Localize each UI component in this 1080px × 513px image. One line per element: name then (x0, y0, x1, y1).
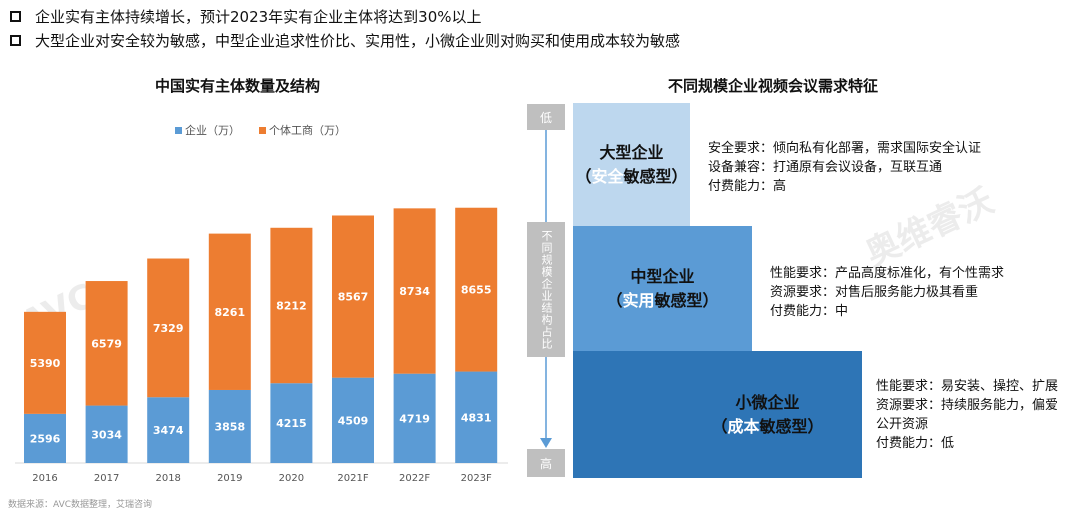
bar-segment (393, 208, 436, 374)
legend-label: 个体工商（万） (269, 123, 346, 137)
right-title: 不同规模企业视频会议需求特征 (668, 77, 879, 95)
x-tick-label: 2016 (32, 473, 57, 484)
data-label: 7329 (153, 322, 184, 335)
tier-name: 小微企业 (735, 392, 800, 412)
bar-segment (270, 227, 313, 384)
data-label: 4831 (461, 411, 492, 424)
tier-type: （实用敏感型） (606, 290, 719, 310)
bar-segment (147, 397, 190, 463)
bullet-2: 大型企业对安全较为敏感，中型企业追求性价比、实用性，小微企业则对购买和使用成本较… (10, 30, 680, 51)
axis-label: 不同规模企业结构占比 (527, 222, 565, 357)
x-tick-label: 2020 (279, 473, 304, 484)
x-tick-label: 2018 (155, 473, 180, 484)
legend-swatch (259, 127, 266, 134)
data-label: 2596 (30, 432, 61, 445)
axis-label-text: 不同规模企业结构占比 (540, 229, 553, 350)
data-label: 4509 (338, 414, 369, 427)
data-label: 6579 (91, 337, 122, 350)
bar-segment (208, 389, 251, 463)
data-label: 3034 (91, 428, 122, 441)
tier-name: 中型企业 (630, 266, 695, 286)
legend-swatch (175, 127, 182, 134)
x-tick-label: 2017 (94, 473, 119, 484)
data-label: 8212 (276, 299, 307, 312)
data-label: 8734 (399, 285, 430, 298)
chart-title: 中国实有主体数量及结构 (155, 77, 321, 95)
data-label: 3858 (214, 420, 245, 433)
bar-segment (85, 281, 128, 406)
low-label: 低 (527, 104, 565, 130)
arrow-down-icon (540, 438, 552, 448)
bar-segment (24, 311, 66, 414)
bar-segment (208, 233, 251, 390)
bar-chart: 企业（万） 个体工商（万） 2596 5390 2016 3034 6579 2017 3474… (15, 123, 508, 484)
tier-large-desc: 安全要求：倾向私有化部署，需求国际安全认证 设备兼容：打通原有会议设备，互联互通付… (708, 141, 982, 194)
x-tick-label: 2023F (461, 473, 492, 484)
bullet-text: 企业实有主体持续增长，预计2023年实有企业主体将达到30%以上 (35, 8, 482, 26)
bar-segment (24, 413, 66, 463)
x-tick-label: 2021F (337, 473, 368, 484)
tier-medium: 中型企业 （实用敏感型） (573, 226, 752, 351)
data-label: 5390 (30, 357, 61, 370)
bar-segment (332, 377, 374, 463)
bar-segment (147, 258, 190, 398)
square-bullet-icon (10, 11, 21, 22)
tier-small-desc: 性能要求：易安装、操控、扩展 资源要求：持续服务能力，偏爱 公开资源 付费能力：低 (876, 379, 1059, 451)
legend-label: 企业（万） (185, 123, 240, 137)
x-tick-label: 2019 (217, 473, 242, 484)
bar-segment (332, 215, 374, 378)
high-label: 高 (527, 449, 565, 477)
data-label: 8655 (461, 284, 492, 297)
bullet-1: 企业实有主体持续增长，预计2023年实有企业主体将达到30%以上 (10, 6, 482, 27)
data-label: 8261 (214, 306, 245, 319)
bar-segment (393, 373, 436, 463)
bar-segment (455, 371, 498, 463)
tier-medium-desc: 性能要求：产品高度标准化，有个性需求 资源要求：对售后服务能力极其看重 付费能力：中 (770, 266, 1005, 319)
bar-segment (455, 207, 498, 372)
data-label: 4719 (399, 412, 430, 425)
data-label: 4215 (276, 417, 307, 430)
bar-segment (270, 383, 313, 463)
source-note: 数据来源：AVC数据整理，艾瑞咨询 (8, 500, 153, 510)
tier-type: （安全敏感型） (575, 166, 688, 186)
tier-small: 小微企业 （成本敏感型） (573, 351, 862, 478)
data-label: 3474 (153, 424, 184, 437)
tier-large: 大型企业 （安全敏感型） (573, 103, 690, 226)
bar-segment (85, 405, 128, 463)
tier-name: 大型企业 (599, 142, 664, 162)
square-bullet-icon (10, 35, 21, 46)
x-tick-label: 2022F (399, 473, 430, 484)
tier-type: （成本敏感型） (711, 416, 824, 436)
bullet-text: 大型企业对安全较为敏感，中型企业追求性价比、实用性，小微企业则对购买和使用成本较… (35, 32, 681, 50)
data-label: 8567 (338, 291, 369, 304)
